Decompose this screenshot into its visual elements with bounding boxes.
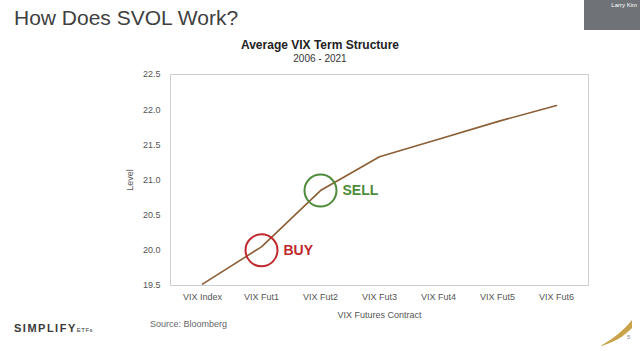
svg-text:Level: Level xyxy=(125,169,135,191)
svg-text:SELL: SELL xyxy=(343,182,379,198)
svg-text:VIX Index: VIX Index xyxy=(183,292,223,302)
svg-text:19.5: 19.5 xyxy=(143,280,161,290)
svg-text:21.5: 21.5 xyxy=(143,140,161,150)
html-text:5: 5 xyxy=(627,334,631,340)
html-text:Average VIX Term Structure: Average VIX Term Structure xyxy=(241,38,399,52)
html-text:How Does SVOL Work?: How Does SVOL Work? xyxy=(14,6,239,29)
svg-text:22.0: 22.0 xyxy=(143,105,161,115)
svg-text:BUY: BUY xyxy=(284,242,314,258)
svg-text:20.5: 20.5 xyxy=(143,210,161,220)
svg-text:VIX Fut2: VIX Fut2 xyxy=(303,292,338,302)
svg-text:20.0: 20.0 xyxy=(143,245,161,255)
html-text:2006 - 2021: 2006 - 2021 xyxy=(293,53,347,64)
svg-text:VIX Fut4: VIX Fut4 xyxy=(421,292,456,302)
svg-text:VIX Fut5: VIX Fut5 xyxy=(480,292,515,302)
svg-text:22.5: 22.5 xyxy=(143,69,161,79)
svg-text:VIX Fut3: VIX Fut3 xyxy=(362,292,397,302)
html-text:SIMPLIFYETFs: SIMPLIFYETFs xyxy=(14,322,94,334)
svg-text:VIX Futures Contract: VIX Futures Contract xyxy=(337,310,422,320)
svg-text:VIX Fut1: VIX Fut1 xyxy=(244,292,279,302)
svg-text:21.0: 21.0 xyxy=(143,175,161,185)
html-text:Source: Bloomberg: Source: Bloomberg xyxy=(150,319,227,329)
svg-text:VIX Fut6: VIX Fut6 xyxy=(539,292,574,302)
html-text:Larry Kim: Larry Kim xyxy=(611,2,637,8)
